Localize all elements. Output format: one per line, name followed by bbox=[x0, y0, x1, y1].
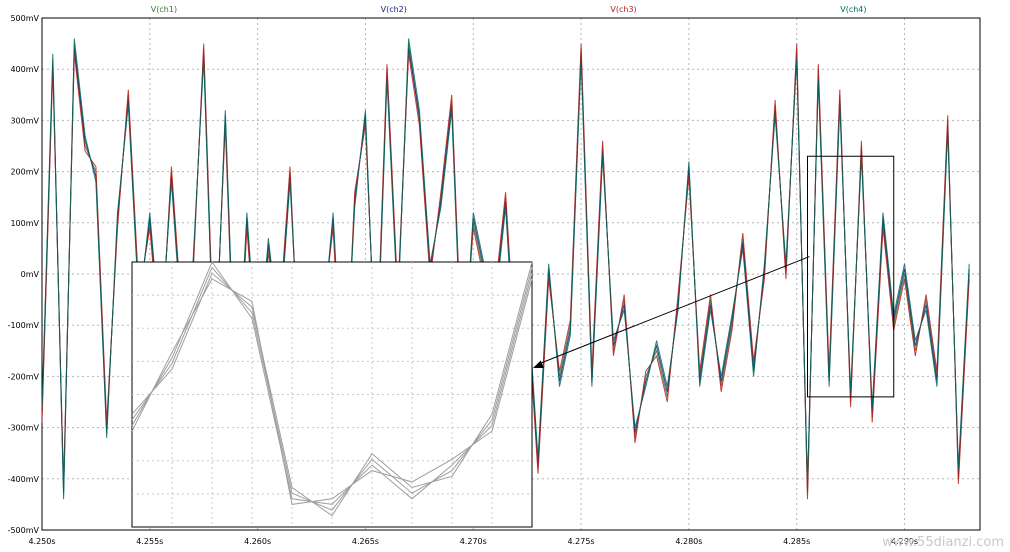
inset-series-line bbox=[131, 261, 533, 517]
y-tick-label: -200mV bbox=[8, 372, 40, 381]
inset-series-line bbox=[131, 260, 533, 505]
y-tick-label: -100mV bbox=[8, 321, 40, 330]
legend-entry: V(ch4) bbox=[840, 5, 866, 14]
y-tick-label: 300mV bbox=[10, 116, 39, 125]
legend: V(ch1) V(ch2) V(ch3) V(ch4) bbox=[151, 5, 867, 14]
y-axis-tick-labels: 500mV 400mV 300mV 200mV 100mV 0mV -100mV -200mV… bbox=[8, 14, 40, 535]
zoom-arrow bbox=[540, 256, 810, 364]
zoom-arrow-head bbox=[533, 360, 544, 368]
y-tick-label: 0mV bbox=[21, 270, 40, 279]
y-tick-label: -400mV bbox=[8, 475, 40, 484]
main-traces bbox=[41, 38, 970, 500]
y-tick-label: 500mV bbox=[10, 14, 39, 23]
x-tick-label: 4.280s bbox=[675, 537, 702, 546]
legend-entry: V(ch3) bbox=[610, 5, 636, 14]
y-tick-label: 100mV bbox=[10, 219, 39, 228]
series-line bbox=[41, 38, 970, 500]
x-tick-label: 4.270s bbox=[460, 537, 487, 546]
legend-entry: V(ch2) bbox=[381, 5, 407, 14]
plot-area-frame bbox=[41, 17, 981, 531]
x-tick-label: 4.250s bbox=[28, 537, 55, 546]
x-tick-label: 4.260s bbox=[244, 537, 271, 546]
y-tick-label: 400mV bbox=[10, 65, 39, 74]
watermark-text: www.55dianzi.com bbox=[882, 535, 1004, 550]
legend-entry: V(ch1) bbox=[151, 5, 177, 14]
y-tick-label: -500mV bbox=[8, 526, 40, 535]
x-axis-tick-labels: 4.250s 4.255s 4.260s 4.265s 4.270s 4.275s 4.28… bbox=[28, 537, 918, 546]
x-tick-label: 4.290s bbox=[891, 537, 918, 546]
y-tick-label: 200mV bbox=[10, 168, 39, 177]
inset-series-line bbox=[131, 266, 533, 511]
inset-traces bbox=[131, 260, 533, 517]
inset-zoom-panel bbox=[131, 260, 533, 528]
inset-series-line bbox=[131, 278, 533, 505]
x-tick-label: 4.285s bbox=[783, 537, 810, 546]
x-tick-label: 4.255s bbox=[136, 537, 163, 546]
x-tick-label: 4.265s bbox=[352, 537, 379, 546]
x-tick-label: 4.275s bbox=[568, 537, 595, 546]
y-tick-label: -300mV bbox=[8, 424, 40, 433]
zoom-region-box bbox=[806, 155, 895, 398]
